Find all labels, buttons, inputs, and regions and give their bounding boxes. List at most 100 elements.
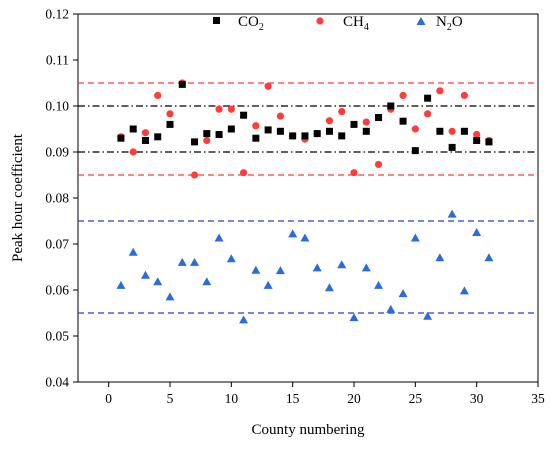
data-point-co2 — [338, 132, 346, 140]
data-point-ch4 — [190, 171, 199, 179]
data-point-ch4 — [129, 148, 137, 156]
data-point-ch4 — [362, 118, 370, 126]
x-tick-label: 30 — [470, 391, 484, 406]
data-point-ch4 — [141, 129, 150, 137]
legend-marker-ch4 — [316, 17, 324, 25]
data-point-n2o — [398, 289, 408, 298]
data-point-n2o — [288, 229, 298, 238]
data-point-co2 — [350, 120, 358, 128]
data-point-ch4 — [166, 110, 174, 118]
legend-marker-n2o — [416, 17, 426, 25]
x-tick-label: 35 — [531, 391, 545, 406]
data-point-n2o — [459, 286, 469, 295]
data-point-n2o — [337, 260, 347, 269]
data-point-co2 — [411, 147, 419, 155]
data-point-co2 — [399, 117, 407, 125]
data-point-co2 — [375, 114, 383, 121]
reference-lines — [78, 82, 538, 314]
data-point-n2o — [324, 283, 334, 292]
data-point-n2o — [361, 263, 371, 272]
data-point-co2 — [424, 94, 432, 102]
data-point-n2o — [165, 292, 175, 301]
data-point-ch4 — [227, 105, 235, 113]
data-point-n2o — [202, 277, 212, 286]
data-point-ch4 — [264, 82, 272, 90]
data-point-ch4 — [460, 91, 468, 100]
data-point-co2 — [203, 130, 211, 138]
x-tick-label: 25 — [409, 391, 423, 406]
data-point-n2o — [472, 228, 482, 236]
data-point-n2o — [190, 257, 200, 266]
x-axis: 0 5 10 15 20 25 30 35 — [105, 382, 545, 406]
data-point-co2 — [485, 138, 493, 146]
x-tick-label: 15 — [286, 391, 300, 406]
data-point-co2 — [460, 127, 468, 135]
data-point-co2 — [301, 132, 309, 140]
data-point-co2 — [252, 134, 260, 142]
data-point-n2o — [128, 247, 138, 256]
x-tick-label: 5 — [167, 391, 174, 406]
data-point-co2 — [178, 80, 186, 88]
y-tick-label: 0.10 — [45, 99, 69, 114]
data-point-n2o — [177, 257, 187, 266]
data-point-n2o — [116, 280, 126, 289]
data-point-n2o — [374, 280, 384, 289]
data-point-ch4 — [399, 91, 407, 100]
data-point-co2 — [473, 137, 481, 144]
data-point-n2o — [251, 265, 261, 274]
data-point-co2 — [387, 102, 395, 110]
x-tick-label: 10 — [225, 391, 239, 406]
data-point-co2 — [129, 125, 137, 133]
x-tick-label: 0 — [105, 391, 112, 406]
data-point-ch4 — [338, 107, 346, 116]
data-point-ch4 — [374, 160, 383, 169]
y-tick-label: 0.06 — [45, 283, 69, 298]
y-tick-label: 0.09 — [45, 145, 69, 160]
y-tick-label: 0.08 — [45, 191, 69, 206]
data-point-co2 — [141, 137, 149, 144]
y-tick-label: 0.11 — [46, 53, 69, 68]
y-tick-label: 0.05 — [45, 329, 69, 344]
data-point-n2o — [435, 253, 445, 262]
data-point-ch4 — [448, 127, 456, 135]
data-point-n2o — [300, 233, 310, 242]
data-point-ch4 — [154, 91, 162, 100]
data-point-n2o — [484, 253, 494, 262]
data-point-ch4 — [276, 112, 284, 120]
data-point-n2o — [410, 233, 420, 242]
data-point-ch4 — [411, 125, 419, 133]
data-point-n2o — [214, 233, 224, 242]
data-point-ch4 — [325, 117, 334, 125]
y-axis-title: Peak hour coefficient — [10, 133, 26, 262]
data-point-n2o — [275, 266, 285, 275]
data-point-ch4 — [215, 105, 223, 113]
data-point-co2 — [436, 127, 444, 135]
data-point-co2 — [313, 130, 321, 138]
legend-label-n2o: N2O — [436, 14, 463, 33]
data-point-co2 — [264, 126, 272, 134]
data-point-co2 — [325, 127, 333, 135]
data-point-co2 — [154, 133, 162, 141]
x-axis-title: County numbering — [252, 422, 365, 438]
data-point-ch4 — [350, 169, 358, 177]
data-point-n2o — [239, 315, 249, 324]
x-tick-label: 20 — [347, 391, 361, 406]
data-point-co2 — [276, 127, 284, 135]
data-point-ch4 — [424, 110, 432, 118]
plot-frame — [77, 13, 539, 383]
data-markers — [116, 79, 494, 324]
legend: CO2 CH4 N2O — [213, 14, 463, 33]
data-point-co2 — [191, 138, 199, 146]
data-point-n2o — [226, 254, 236, 263]
data-point-n2o — [140, 270, 150, 279]
data-point-ch4 — [252, 122, 260, 130]
data-point-ch4 — [240, 169, 248, 177]
y-tick-label: 0.07 — [45, 237, 69, 252]
data-point-ch4 — [436, 87, 444, 95]
data-point-n2o — [263, 280, 273, 289]
data-point-n2o — [312, 263, 322, 272]
data-point-ch4 — [473, 130, 481, 139]
y-axis: 0.04 0.05 0.06 0.07 0.08 0.09 0.10 0.11 0.12 — [45, 7, 78, 390]
data-point-co2 — [117, 134, 125, 142]
